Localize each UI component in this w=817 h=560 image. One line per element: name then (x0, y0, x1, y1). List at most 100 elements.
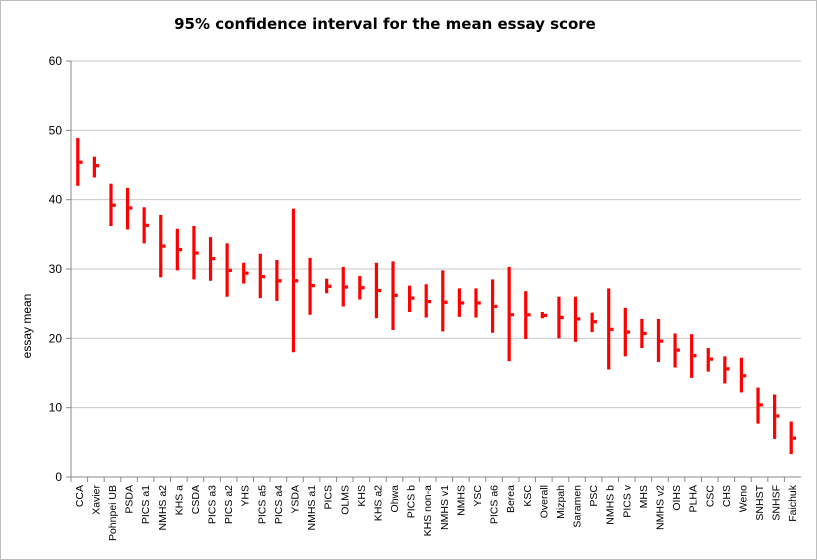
y-tick-label-50: 50 (49, 123, 63, 137)
mean-marker (610, 327, 614, 331)
mean-marker (212, 257, 216, 261)
x-tick-label: NMHS (455, 485, 467, 516)
x-tick-label: PICS a6 (489, 485, 501, 524)
interval-bar (540, 311, 544, 319)
mean-marker (311, 284, 315, 288)
mean-marker (295, 279, 299, 283)
mean-marker (477, 301, 481, 305)
mean-marker (776, 414, 780, 418)
x-tick-label: SNHSF (771, 485, 783, 521)
interval-bar (524, 291, 528, 340)
mean-marker (444, 300, 448, 304)
x-tick-label: NMHS a2 (157, 485, 169, 531)
y-tick-labels: 0 10 20 30 40 50 60 (49, 54, 63, 484)
x-tick-label: Pohnpei UB (107, 485, 119, 541)
interval-bar (142, 207, 146, 244)
x-tick-label: Ohwa (389, 485, 401, 513)
y-tick-label-10: 10 (49, 401, 63, 415)
axes (66, 60, 801, 482)
y-tick-label-0: 0 (55, 470, 62, 484)
x-tick-label: KHS a (173, 485, 185, 516)
x-tick-label: Faichuk (787, 484, 799, 522)
mean-marker (693, 354, 697, 358)
interval-bar (656, 318, 661, 362)
mean-marker (709, 357, 714, 361)
interval-bar (225, 243, 229, 297)
interval-bar (457, 288, 461, 317)
x-tick-label: YSC (472, 485, 484, 507)
y-tick-label-20: 20 (49, 331, 63, 345)
x-tick-labels: CCA Xavier Pohnpei UB PSDA PICS a1 NMHS a2 KHS… (74, 484, 799, 541)
interval-bar (408, 285, 412, 312)
interval-bars (76, 137, 793, 455)
mean-marker (411, 296, 415, 300)
interval-bar (92, 156, 96, 178)
mean-marker (378, 288, 382, 293)
x-tick-label: Xavier (90, 485, 102, 515)
x-tick-label: YHS (240, 485, 252, 507)
x-tick-label: CSC (704, 485, 716, 508)
interval-bar (573, 296, 578, 342)
mean-marker (560, 315, 564, 320)
mean-marker (643, 331, 647, 336)
interval-bar (175, 228, 179, 271)
mean-marker (162, 244, 166, 248)
interval-bar (441, 270, 445, 332)
mean-marker (178, 247, 183, 252)
x-tick-label: CSDA (190, 485, 202, 514)
mean-marker (660, 339, 664, 343)
interval-bar (789, 421, 793, 455)
mean-marker (394, 293, 398, 297)
mean-marker (743, 374, 747, 378)
mean-marker (261, 275, 266, 279)
interval-bar (308, 257, 312, 315)
x-tick-label: Overall (538, 485, 550, 518)
x-tick-label: PICS b (406, 485, 418, 518)
interval-bar (242, 262, 246, 284)
x-tick-label: NMHS a1 (306, 485, 318, 531)
interval-bar (706, 348, 710, 372)
mean-marker (527, 313, 531, 317)
interval-bar (391, 261, 395, 331)
y-tick-label-30: 30 (49, 262, 63, 276)
x-tick-label: PICS a1 (140, 485, 152, 524)
interval-bar (109, 183, 113, 227)
interval-bar (690, 334, 694, 378)
mean-marker (427, 299, 432, 304)
x-tick-label: NMHS b (605, 485, 617, 525)
interval-bar (507, 266, 511, 362)
mean-marker (626, 330, 631, 334)
mean-marker (593, 320, 597, 324)
mean-marker (577, 317, 581, 321)
interval-bar (640, 318, 644, 349)
interval-bar (474, 288, 478, 318)
interval-bar (76, 137, 80, 186)
mean-marker (759, 403, 763, 407)
chart-title: 95% confidence interval for the mean ess… (174, 15, 596, 33)
mean-marker (792, 436, 797, 440)
mean-marker (328, 284, 332, 288)
x-tick-label: KHS (356, 485, 368, 507)
mean-marker (510, 313, 514, 317)
interval-bar (291, 208, 296, 353)
mean-marker (195, 251, 199, 255)
x-tick-label: PICS a3 (207, 485, 219, 524)
x-tick-label: NMHS v2 (654, 485, 666, 530)
interval-bar (275, 259, 279, 301)
x-tick-label: PICS (323, 485, 335, 510)
x-tick-label: KHS non-a (422, 485, 434, 537)
mean-marker (361, 286, 365, 290)
x-tick-label: SNHST (754, 484, 766, 520)
x-tick-label: KSC (522, 485, 534, 507)
interval-bar (159, 214, 163, 278)
interval-bar (125, 187, 130, 230)
interval-bar (623, 307, 627, 357)
mean-marker (95, 164, 100, 168)
interval-bar (192, 226, 196, 280)
x-tick-label: Mizpah (555, 485, 567, 519)
mean-marker (228, 268, 232, 272)
interval-bar (590, 312, 594, 333)
interval-bar (756, 387, 760, 424)
